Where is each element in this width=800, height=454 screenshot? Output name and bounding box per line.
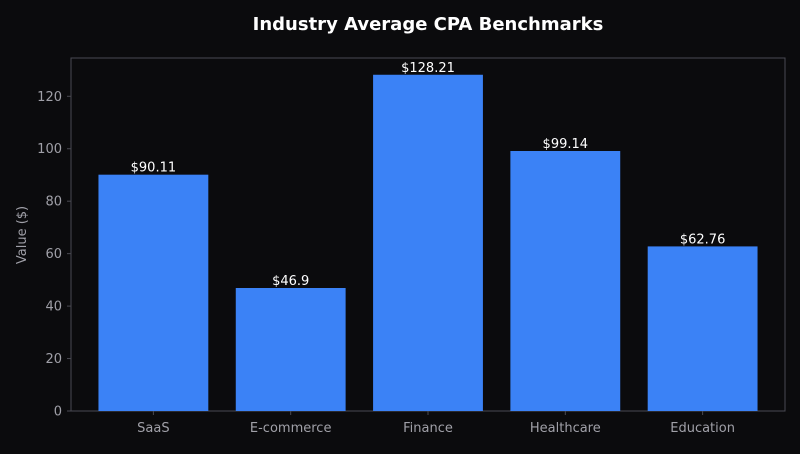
bar-e-commerce xyxy=(235,288,346,411)
y-tick-label: 120 xyxy=(37,90,62,105)
bar-saas xyxy=(98,174,209,411)
bar-value-label: $62.76 xyxy=(680,232,726,247)
y-tick-label: 0 xyxy=(54,405,62,420)
y-tick-label: 40 xyxy=(45,300,62,315)
bar-value-label: $99.14 xyxy=(543,137,589,152)
plot-area: 0 20 40 60 80 100 120 $90.11 SaaS $46.9 E-commerce… xyxy=(37,57,786,436)
bar-healthcare xyxy=(510,150,621,411)
x-tick-label: Finance xyxy=(403,421,453,436)
chart-title: Industry Average CPA Benchmarks xyxy=(253,14,604,35)
bar-finance xyxy=(373,74,483,411)
y-tick-label: 100 xyxy=(37,142,62,157)
y-tick-label: 60 xyxy=(45,247,62,262)
x-tick-label: Education xyxy=(670,421,735,436)
bar-education xyxy=(647,246,758,411)
y-tick-label: 80 xyxy=(45,195,62,210)
bar-value-label: $90.11 xyxy=(131,161,177,176)
x-tick-label: Healthcare xyxy=(530,421,601,436)
y-axis-label: Value ($) xyxy=(15,206,30,264)
y-tick-label: 20 xyxy=(45,352,62,367)
bar-value-label: $46.9 xyxy=(272,274,309,289)
bar-value-label: $128.21 xyxy=(401,61,455,76)
x-tick-label: SaaS xyxy=(137,421,169,436)
x-tick-label: E-commerce xyxy=(250,421,332,436)
